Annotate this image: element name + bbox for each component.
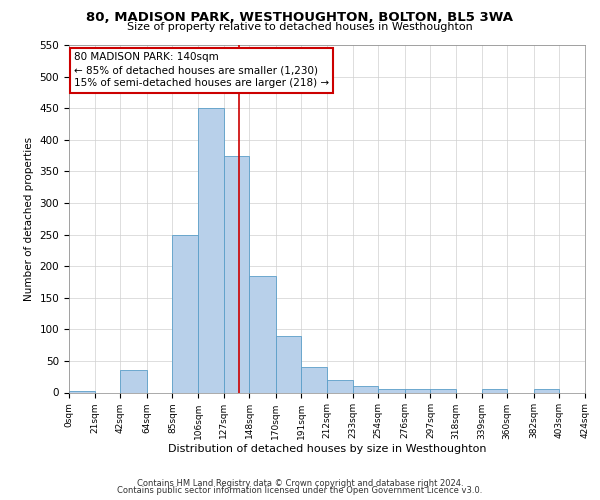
Bar (534, 390, 559, 392)
Bar (172, 234, 198, 392)
Bar (378, 390, 405, 392)
Y-axis label: Number of detached properties: Number of detached properties (24, 136, 34, 301)
Text: Contains HM Land Registry data © Crown copyright and database right 2024.: Contains HM Land Registry data © Crown c… (137, 478, 463, 488)
Bar (276, 336, 301, 392)
Bar (198, 108, 224, 393)
Bar (249, 276, 276, 392)
Bar (482, 390, 507, 392)
Bar (405, 390, 430, 392)
Text: Size of property relative to detached houses in Westhoughton: Size of property relative to detached ho… (127, 22, 473, 32)
Bar (69, 390, 95, 392)
Bar (120, 370, 147, 392)
Bar (353, 386, 378, 392)
Bar (301, 367, 327, 392)
X-axis label: Distribution of detached houses by size in Westhoughton: Distribution of detached houses by size … (168, 444, 486, 454)
Text: Contains public sector information licensed under the Open Government Licence v3: Contains public sector information licen… (118, 486, 482, 495)
Bar (430, 390, 456, 392)
Text: 80 MADISON PARK: 140sqm
← 85% of detached houses are smaller (1,230)
15% of semi: 80 MADISON PARK: 140sqm ← 85% of detache… (74, 52, 329, 88)
Bar (327, 380, 353, 392)
Text: 80, MADISON PARK, WESTHOUGHTON, BOLTON, BL5 3WA: 80, MADISON PARK, WESTHOUGHTON, BOLTON, … (86, 11, 514, 24)
Bar (224, 156, 249, 392)
